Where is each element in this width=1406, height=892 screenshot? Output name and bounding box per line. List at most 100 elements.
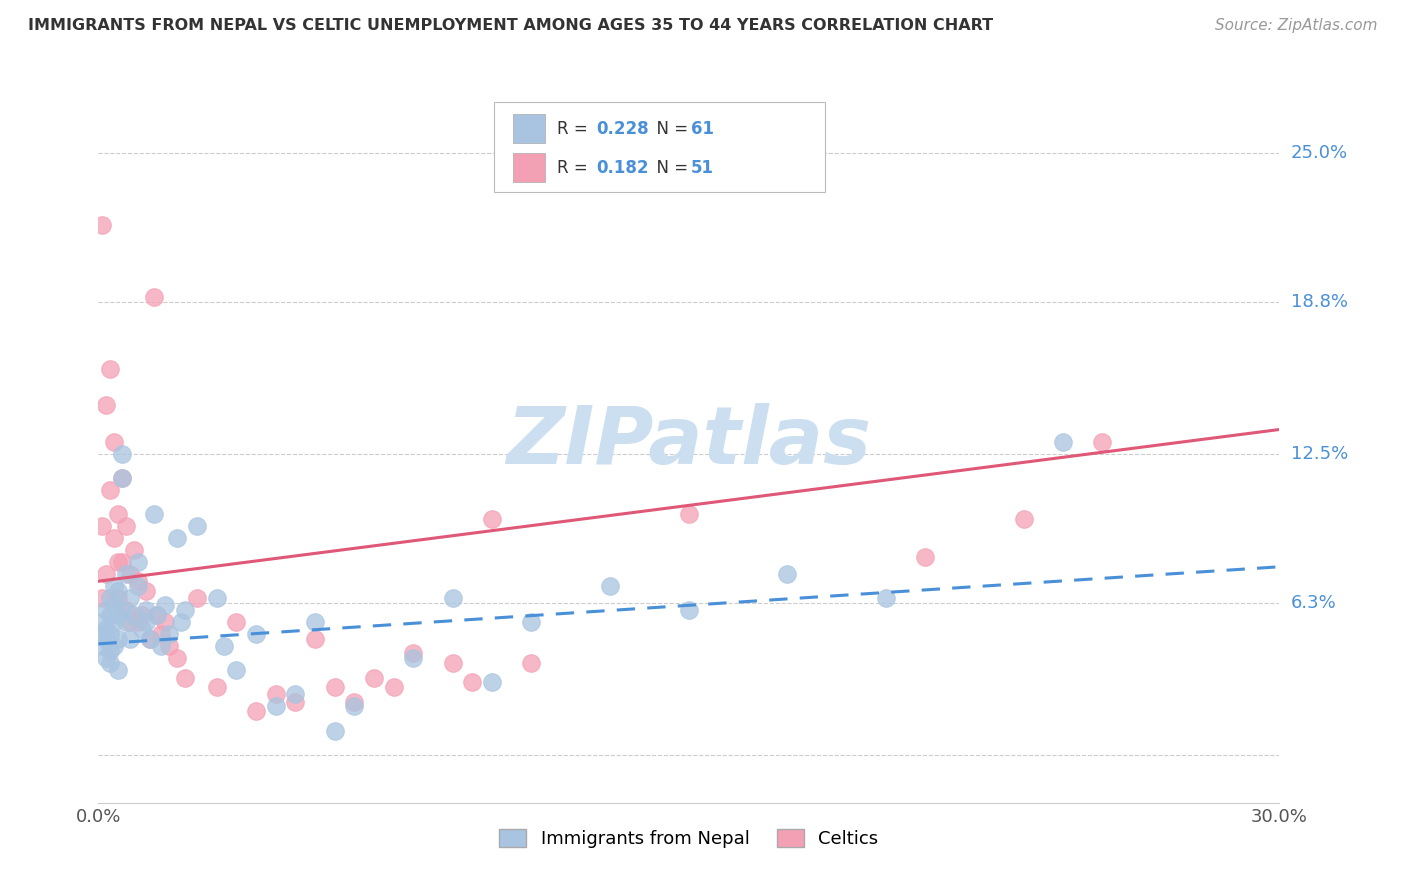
Point xyxy=(103,599,125,613)
Point xyxy=(118,591,141,606)
Point xyxy=(111,603,134,617)
Point xyxy=(98,607,121,622)
Point xyxy=(166,651,188,665)
Text: R =: R = xyxy=(557,159,593,177)
Point xyxy=(776,567,799,582)
Point xyxy=(284,687,307,701)
Point xyxy=(1012,511,1035,525)
Point xyxy=(111,471,134,485)
Text: 0.182: 0.182 xyxy=(596,159,648,177)
Point xyxy=(103,434,125,449)
Point xyxy=(103,639,125,653)
Point xyxy=(127,574,149,589)
Point xyxy=(441,656,464,670)
Point xyxy=(138,632,160,646)
Point xyxy=(245,704,267,718)
Point xyxy=(155,599,177,613)
Point xyxy=(103,531,125,545)
Text: N =: N = xyxy=(645,159,693,177)
Point xyxy=(96,567,118,582)
Point xyxy=(91,519,114,533)
Point xyxy=(363,671,385,685)
Point xyxy=(107,555,129,569)
Point xyxy=(107,632,129,646)
Point xyxy=(205,591,228,606)
Point xyxy=(264,699,287,714)
Text: 25.0%: 25.0% xyxy=(1291,144,1348,161)
Point xyxy=(205,680,228,694)
Point xyxy=(138,632,160,646)
Point xyxy=(91,627,114,641)
FancyBboxPatch shape xyxy=(494,102,825,193)
Point xyxy=(323,680,346,694)
Point xyxy=(186,519,208,533)
Point xyxy=(150,639,173,653)
Point xyxy=(103,579,125,593)
Point xyxy=(146,607,169,622)
Point xyxy=(96,632,118,646)
Text: Source: ZipAtlas.com: Source: ZipAtlas.com xyxy=(1215,18,1378,33)
Point xyxy=(98,362,121,376)
Point xyxy=(214,639,236,653)
Point xyxy=(103,615,125,630)
Point xyxy=(599,579,621,593)
Point xyxy=(225,615,247,630)
Text: 18.8%: 18.8% xyxy=(1291,293,1347,310)
Point xyxy=(304,615,326,630)
Point xyxy=(166,531,188,545)
Point xyxy=(107,664,129,678)
Legend: Immigrants from Nepal, Celtics: Immigrants from Nepal, Celtics xyxy=(492,822,886,855)
Point xyxy=(170,615,193,630)
Point xyxy=(284,695,307,709)
Point xyxy=(91,218,114,232)
Point xyxy=(142,290,165,304)
Text: 0.228: 0.228 xyxy=(596,120,650,138)
Point xyxy=(122,542,145,557)
Point xyxy=(91,639,114,653)
Point xyxy=(115,519,138,533)
Text: R =: R = xyxy=(557,120,593,138)
Point xyxy=(131,623,153,637)
Point xyxy=(343,695,366,709)
Point xyxy=(118,632,141,646)
Text: 61: 61 xyxy=(690,120,714,138)
Point xyxy=(98,483,121,497)
FancyBboxPatch shape xyxy=(513,153,544,183)
Point xyxy=(107,507,129,521)
Point xyxy=(122,607,145,622)
Point xyxy=(678,603,700,617)
Point xyxy=(111,446,134,460)
Point xyxy=(118,567,141,582)
Point xyxy=(304,632,326,646)
Point xyxy=(118,615,141,630)
Point xyxy=(115,603,138,617)
Point xyxy=(914,550,936,565)
Point xyxy=(150,627,173,641)
Point xyxy=(155,615,177,630)
Point xyxy=(157,639,180,653)
Point xyxy=(382,680,405,694)
Point xyxy=(115,567,138,582)
Point xyxy=(98,627,121,641)
Text: IMMIGRANTS FROM NEPAL VS CELTIC UNEMPLOYMENT AMONG AGES 35 TO 44 YEARS CORRELATI: IMMIGRANTS FROM NEPAL VS CELTIC UNEMPLOY… xyxy=(28,18,993,33)
Point xyxy=(343,699,366,714)
Point xyxy=(323,723,346,738)
Point xyxy=(127,615,149,630)
Point xyxy=(111,555,134,569)
Point xyxy=(98,656,121,670)
Point xyxy=(441,591,464,606)
Point xyxy=(127,555,149,569)
Point xyxy=(107,607,129,622)
Point xyxy=(142,507,165,521)
FancyBboxPatch shape xyxy=(513,114,544,144)
Point xyxy=(96,398,118,412)
Point xyxy=(225,664,247,678)
Point xyxy=(1052,434,1074,449)
Text: 6.3%: 6.3% xyxy=(1291,594,1336,612)
Point xyxy=(157,627,180,641)
Point xyxy=(174,671,197,685)
Point xyxy=(135,583,157,598)
Text: ZIPatlas: ZIPatlas xyxy=(506,402,872,481)
Point xyxy=(186,591,208,606)
Point xyxy=(115,615,138,630)
